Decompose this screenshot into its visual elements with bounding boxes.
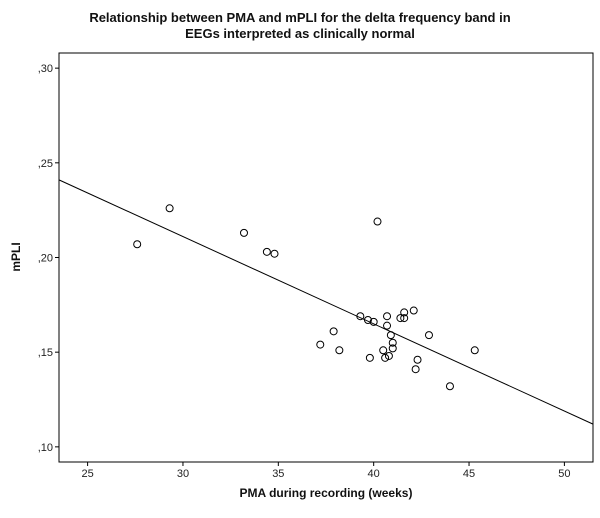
data-point	[388, 338, 397, 347]
data-point	[329, 327, 338, 336]
fit-line-group	[58, 179, 594, 425]
x-tick-label: 35	[272, 468, 284, 480]
plot-frame	[58, 52, 594, 463]
data-point	[369, 317, 378, 326]
y-tick-label: ,30	[38, 63, 53, 75]
data-point	[413, 355, 422, 364]
data-point	[400, 314, 409, 323]
data-point	[383, 312, 392, 321]
data-point	[388, 344, 397, 353]
data-point	[262, 247, 271, 256]
x-tick-label: 30	[177, 468, 189, 480]
y-tick-label: ,15	[38, 347, 53, 359]
data-point	[386, 331, 395, 340]
y-axis-label: mPLI	[9, 242, 23, 271]
data-points	[133, 204, 479, 391]
x-tick-label: 45	[463, 468, 475, 480]
data-point	[411, 365, 420, 374]
data-point	[379, 346, 388, 355]
chart-title-line-2: EEGs interpreted as clinically normal	[185, 26, 415, 41]
y-axis: ,10 ,15 ,20 ,25 ,30	[38, 63, 59, 454]
data-point	[445, 382, 454, 391]
y-tick-label: ,10	[38, 442, 53, 454]
data-point	[316, 340, 325, 349]
regression-line	[58, 179, 594, 425]
data-point	[363, 315, 372, 324]
data-point	[270, 249, 279, 258]
data-point	[424, 331, 433, 340]
data-point	[396, 314, 405, 323]
x-tick-label: 40	[368, 468, 380, 480]
data-point	[335, 346, 344, 355]
data-point	[384, 351, 393, 360]
x-axis: 25 30 35 40 45 50	[81, 462, 571, 480]
y-tick-label: ,25	[38, 158, 53, 170]
data-point	[400, 308, 409, 317]
chart-title-line-1: Relationship between PMA and mPLI for th…	[89, 10, 511, 25]
data-point	[381, 353, 390, 362]
data-point	[239, 228, 248, 237]
data-point	[373, 217, 382, 226]
x-tick-label: 25	[81, 468, 93, 480]
data-point	[165, 204, 174, 213]
y-tick-label: ,20	[38, 253, 53, 265]
data-point	[356, 312, 365, 321]
x-tick-label: 50	[558, 468, 570, 480]
data-point	[365, 353, 374, 362]
data-point	[383, 321, 392, 330]
data-point	[470, 346, 479, 355]
data-point	[409, 306, 418, 315]
x-axis-label: PMA during recording (weeks)	[240, 486, 413, 500]
data-point	[133, 240, 142, 249]
